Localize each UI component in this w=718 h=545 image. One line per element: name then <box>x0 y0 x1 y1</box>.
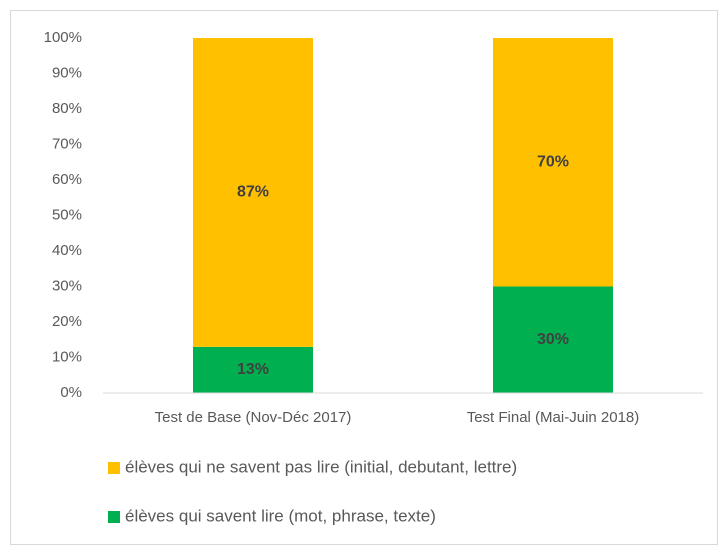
legend-swatch <box>108 462 120 474</box>
y-tick-label: 20% <box>52 313 82 330</box>
x-tick-label: Test de Base (Nov-Déc 2017) <box>155 409 352 426</box>
y-tick-label: 100% <box>44 29 82 46</box>
data-label: 87% <box>237 184 269 201</box>
y-tick-label: 30% <box>52 277 82 294</box>
legend-label: élèves qui ne savent pas lire (initial, … <box>125 457 517 476</box>
x-tick-label: Test Final (Mai-Juin 2018) <box>467 409 640 426</box>
data-label: 30% <box>537 331 569 348</box>
legend-label: élèves qui savent lire (mot, phrase, tex… <box>125 506 436 525</box>
y-tick-label: 50% <box>52 206 82 223</box>
legend-swatch <box>108 511 120 523</box>
y-tick-label: 70% <box>52 135 82 152</box>
y-tick-label: 80% <box>52 100 82 117</box>
data-label: 13% <box>237 361 269 378</box>
data-label: 70% <box>537 153 569 170</box>
bar-segment <box>493 286 613 393</box>
y-tick-label: 0% <box>60 384 82 401</box>
y-tick-label: 40% <box>52 242 82 259</box>
y-tick-label: 90% <box>52 64 82 81</box>
bar-segment <box>193 346 313 393</box>
y-tick-label: 10% <box>52 348 82 365</box>
bar-segment <box>493 38 613 287</box>
bar-segment <box>193 38 313 347</box>
y-tick-label: 60% <box>52 171 82 188</box>
